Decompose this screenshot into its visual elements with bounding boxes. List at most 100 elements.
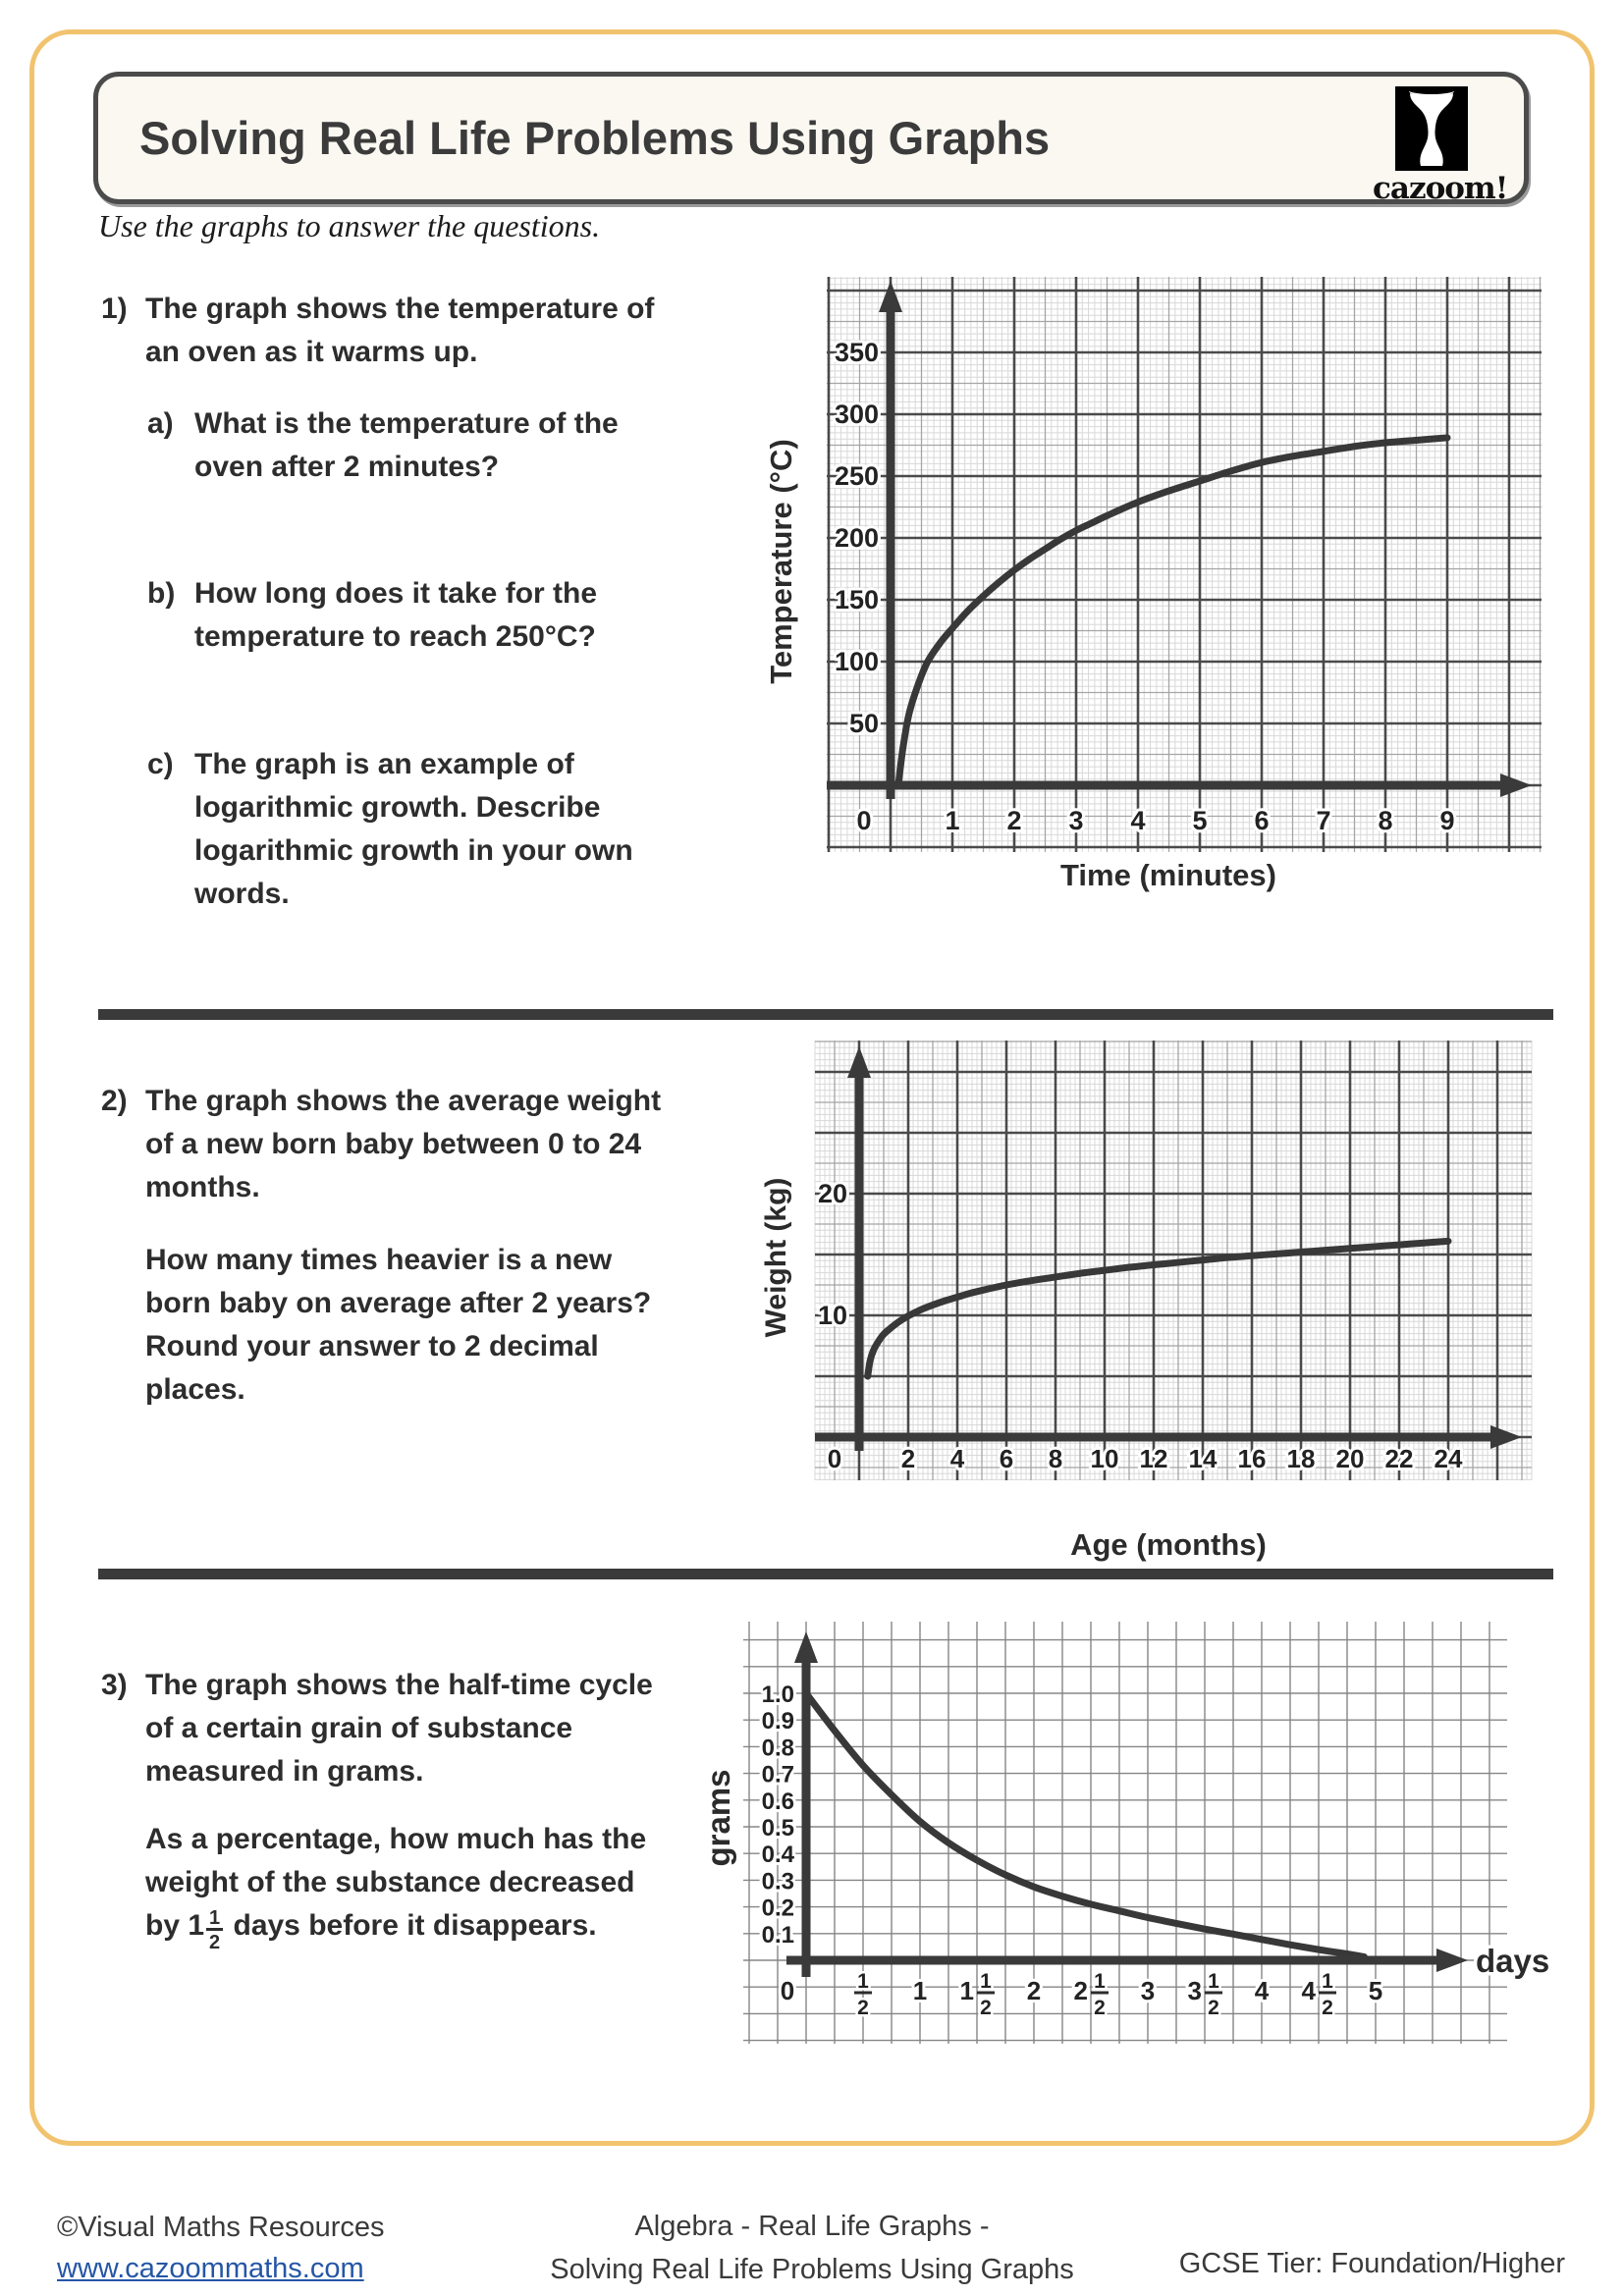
svg-text:2: 2 <box>1208 1997 1219 2019</box>
svg-text:1: 1 <box>1208 1970 1219 1993</box>
q3-text: The graph shows the half-time cycle of a… <box>145 1669 653 1788</box>
page-title: Solving Real Life Problems Using Graphs <box>139 112 1051 164</box>
svg-text:3: 3 <box>1141 1976 1155 2005</box>
svg-text:0.9: 0.9 <box>762 1708 794 1735</box>
svg-text:2: 2 <box>1074 1976 1088 2005</box>
fraction-numerator: 1 <box>209 1907 221 1929</box>
q2-text: The graph shows the average weight of a … <box>145 1085 662 1203</box>
svg-text:2: 2 <box>1094 1997 1106 2019</box>
svg-text:0.4: 0.4 <box>762 1842 795 1868</box>
svg-text:9: 9 <box>1439 806 1454 835</box>
svg-text:6: 6 <box>1000 1444 1013 1473</box>
q1b-letter: b) <box>147 577 176 610</box>
svg-text:4: 4 <box>1130 806 1145 835</box>
svg-text:1: 1 <box>980 1970 992 1993</box>
svg-text:22: 22 <box>1385 1444 1414 1473</box>
svg-text:2: 2 <box>1322 1997 1333 2019</box>
svg-text:200: 200 <box>835 523 879 553</box>
svg-text:7: 7 <box>1316 806 1330 835</box>
svg-text:0.3: 0.3 <box>762 1868 794 1895</box>
svg-text:0: 0 <box>781 1976 794 2005</box>
svg-text:18: 18 <box>1287 1444 1316 1473</box>
svg-text:350: 350 <box>835 338 879 367</box>
svg-text:1: 1 <box>913 1976 927 2005</box>
svg-text:0.2: 0.2 <box>762 1896 794 1922</box>
svg-text:1: 1 <box>1322 1970 1333 1993</box>
svg-text:100: 100 <box>835 647 879 676</box>
svg-text:5: 5 <box>1192 806 1207 835</box>
q3-frac-post: days before it disappears. <box>225 1909 597 1942</box>
svg-text:2: 2 <box>1006 806 1021 835</box>
svg-text:3: 3 <box>1188 1976 1202 2005</box>
footer-copyright-text: ©Visual Maths Resources <box>57 2212 385 2243</box>
svg-text:2: 2 <box>1027 1976 1041 2005</box>
svg-text:10: 10 <box>1091 1444 1119 1473</box>
q3-question-lines: As a percentage, how much has the weight… <box>145 1823 647 1898</box>
q1b-text: How long does it take for the temperatur… <box>194 577 598 653</box>
svg-text:0.5: 0.5 <box>762 1815 794 1842</box>
footer-copyright: ©Visual Maths Resources www.cazoommaths.… <box>57 2207 385 2289</box>
fraction-denominator: 2 <box>206 1928 224 1952</box>
svg-text:2: 2 <box>857 1997 869 2019</box>
footer-topic-line2: Solving Real Life Problems Using Graphs <box>550 2254 1074 2285</box>
svg-text:150: 150 <box>835 585 879 614</box>
q1-text: The graph shows the temperature of an ov… <box>145 293 655 368</box>
svg-text:Weight (kg): Weight (kg) <box>760 1178 792 1338</box>
svg-text:0: 0 <box>828 1444 841 1473</box>
q1a-text: What is the temperature of the oven afte… <box>194 407 619 483</box>
svg-text:24: 24 <box>1435 1444 1463 1473</box>
svg-text:0.1: 0.1 <box>762 1922 794 1949</box>
q1c-letter: c) <box>147 748 174 780</box>
svg-text:3: 3 <box>1068 806 1083 835</box>
svg-text:10: 10 <box>818 1301 847 1330</box>
q2-question-text: How many times heavier is a new born bab… <box>145 1244 652 1406</box>
svg-text:2: 2 <box>901 1444 915 1473</box>
page-border <box>29 29 1595 2146</box>
svg-text:12: 12 <box>1140 1444 1168 1473</box>
section-divider-2 <box>98 1569 1553 1579</box>
intro-instruction: Use the graphs to answer the questions. <box>98 208 601 243</box>
q3-question-text: As a percentage, how much has the weight… <box>145 1818 774 1952</box>
oven-temperature-chart: 0 1 2 3 4 5 6 7 8 9 50 100 150 200 250 300 350 Time (minu… <box>761 277 1542 896</box>
svg-text:Time (minutes): Time (minutes) <box>1060 858 1276 892</box>
half-life-chart: 0 121 1 122 2 123 3 124 4 1250.10.20.30.40.50.60.… <box>697 1622 1551 2044</box>
q1c-text: The graph is an example of logarithmic g… <box>194 748 633 910</box>
svg-text:1: 1 <box>1094 1970 1106 1993</box>
footer-topic-line1: Algebra - Real Life Graphs - <box>634 2211 990 2242</box>
header-box: Solving Real Life Problems Using Graphs … <box>93 72 1529 206</box>
svg-text:5: 5 <box>1369 1976 1382 2005</box>
svg-text:8: 8 <box>1049 1444 1062 1473</box>
svg-text:16: 16 <box>1238 1444 1267 1473</box>
svg-text:0.8: 0.8 <box>762 1735 794 1761</box>
footer-website-link[interactable]: www.cazoommaths.com <box>57 2253 364 2284</box>
section-divider-1 <box>98 1009 1553 1020</box>
svg-text:4: 4 <box>1302 1976 1317 2005</box>
svg-text:20: 20 <box>1336 1444 1365 1473</box>
svg-text:grams: grams <box>700 1769 736 1866</box>
svg-text:Age (months): Age (months) <box>1070 1527 1267 1562</box>
svg-text:20: 20 <box>818 1179 847 1208</box>
svg-text:300: 300 <box>835 400 879 429</box>
svg-text:1: 1 <box>945 806 959 835</box>
footer-topic: Algebra - Real Life Graphs - Solving Rea… <box>321 2205 1303 2291</box>
q2-number: 2) <box>101 1085 128 1117</box>
svg-text:4: 4 <box>950 1444 965 1473</box>
svg-text:1.0: 1.0 <box>762 1682 794 1708</box>
q3-frac-pre: by 1 <box>145 1909 205 1942</box>
svg-text:0.7: 0.7 <box>762 1762 794 1789</box>
q1a-letter: a) <box>147 407 174 440</box>
svg-text:0: 0 <box>856 806 871 835</box>
svg-text:50: 50 <box>849 709 879 738</box>
svg-text:2: 2 <box>980 1997 992 2019</box>
svg-text:8: 8 <box>1378 806 1392 835</box>
cazoom-logo: cazoom! <box>1373 86 1508 206</box>
svg-text:250: 250 <box>835 461 879 491</box>
footer-tier: GCSE Tier: Foundation/Higher <box>1178 2248 1565 2279</box>
svg-text:0.6: 0.6 <box>762 1789 794 1815</box>
svg-text:4: 4 <box>1255 1976 1270 2005</box>
svg-text:Temperature (°C): Temperature (°C) <box>764 439 798 684</box>
